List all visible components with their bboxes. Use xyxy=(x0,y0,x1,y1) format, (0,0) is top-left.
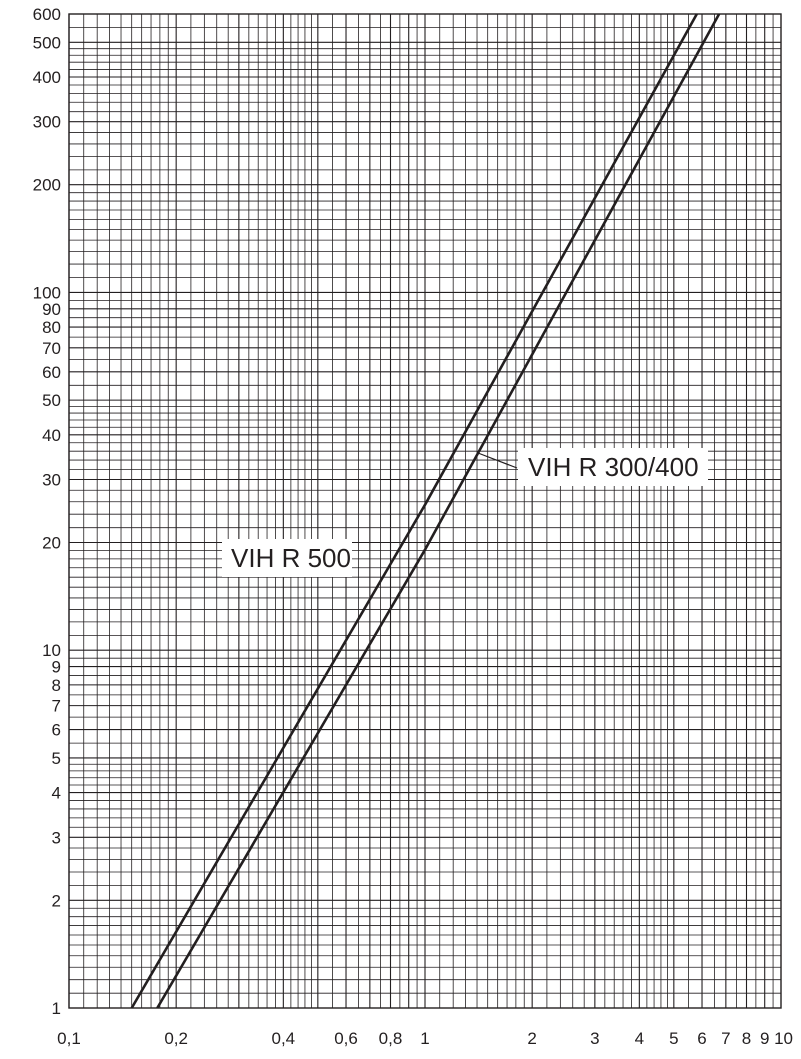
x-tick-label: 0,1 xyxy=(57,1029,81,1048)
x-tick-label: 5 xyxy=(669,1029,678,1048)
y-tick-label: 80 xyxy=(42,318,61,337)
y-tick-label: 400 xyxy=(33,68,61,87)
y-tick-label: 5 xyxy=(52,749,61,768)
y-tick-label: 30 xyxy=(42,470,61,489)
x-tick-label: 0,2 xyxy=(164,1029,188,1048)
y-tick-label: 60 xyxy=(42,363,61,382)
y-tick-label: 200 xyxy=(33,176,61,195)
plot-frame xyxy=(68,13,782,1009)
y-tick-label: 90 xyxy=(42,300,61,319)
y-tick-label: 70 xyxy=(42,339,61,358)
y-tick-label: 2 xyxy=(52,891,61,910)
y-tick-label: 500 xyxy=(33,33,61,52)
y-tick-label: 3 xyxy=(52,828,61,847)
x-tick-label: 0,8 xyxy=(379,1029,403,1048)
x-tick-label: 7 xyxy=(721,1029,730,1048)
series-lines xyxy=(130,13,721,1009)
y-tick-label: 7 xyxy=(52,697,61,716)
y-tick-label: 9 xyxy=(52,658,61,677)
x-tick-label: 3 xyxy=(590,1029,599,1048)
x-tick-label: 0,6 xyxy=(334,1029,358,1048)
y-tick-label: 20 xyxy=(42,534,61,553)
x-axis-tick-labels: 0,1 0,2 0,4 0,6 0,8 1 2 3 4 5 6 7 8 9 10 xyxy=(57,1029,793,1048)
series-line-2 xyxy=(156,13,721,1009)
series-label-leader xyxy=(477,452,518,469)
y-tick-label: 6 xyxy=(52,721,61,740)
x-tick-label: 2 xyxy=(527,1029,536,1048)
x-tick-label: 1 xyxy=(420,1029,429,1048)
y-tick-label: 40 xyxy=(42,426,61,445)
y-tick-label: 50 xyxy=(42,391,61,410)
x-tick-label: 8 xyxy=(742,1029,751,1048)
x-tick-label: 10 xyxy=(774,1029,793,1048)
y-tick-label: 4 xyxy=(52,784,61,803)
x-tick-label: 4 xyxy=(635,1029,644,1048)
x-tick-label: 9 xyxy=(760,1029,769,1048)
series-label-1: VIH R 500 xyxy=(231,543,351,573)
y-tick-label: 100 xyxy=(33,283,61,302)
series-label-bg xyxy=(222,539,352,577)
series-line-1 xyxy=(130,13,698,1009)
x-tick-label: 6 xyxy=(697,1029,706,1048)
series-labels: VIH R 500 VIH R 300/400 xyxy=(222,448,708,577)
y-tick-label: 8 xyxy=(52,676,61,695)
series-label-bg xyxy=(518,448,708,486)
y-tick-label: 10 xyxy=(42,641,61,660)
y-tick-label: 300 xyxy=(33,113,61,132)
y-tick-label: 1 xyxy=(52,999,61,1018)
x-tick-label: 0,4 xyxy=(272,1029,296,1048)
y-tick-label: 600 xyxy=(33,5,61,24)
grid xyxy=(68,13,781,1009)
series-label-2: VIH R 300/400 xyxy=(528,452,699,482)
